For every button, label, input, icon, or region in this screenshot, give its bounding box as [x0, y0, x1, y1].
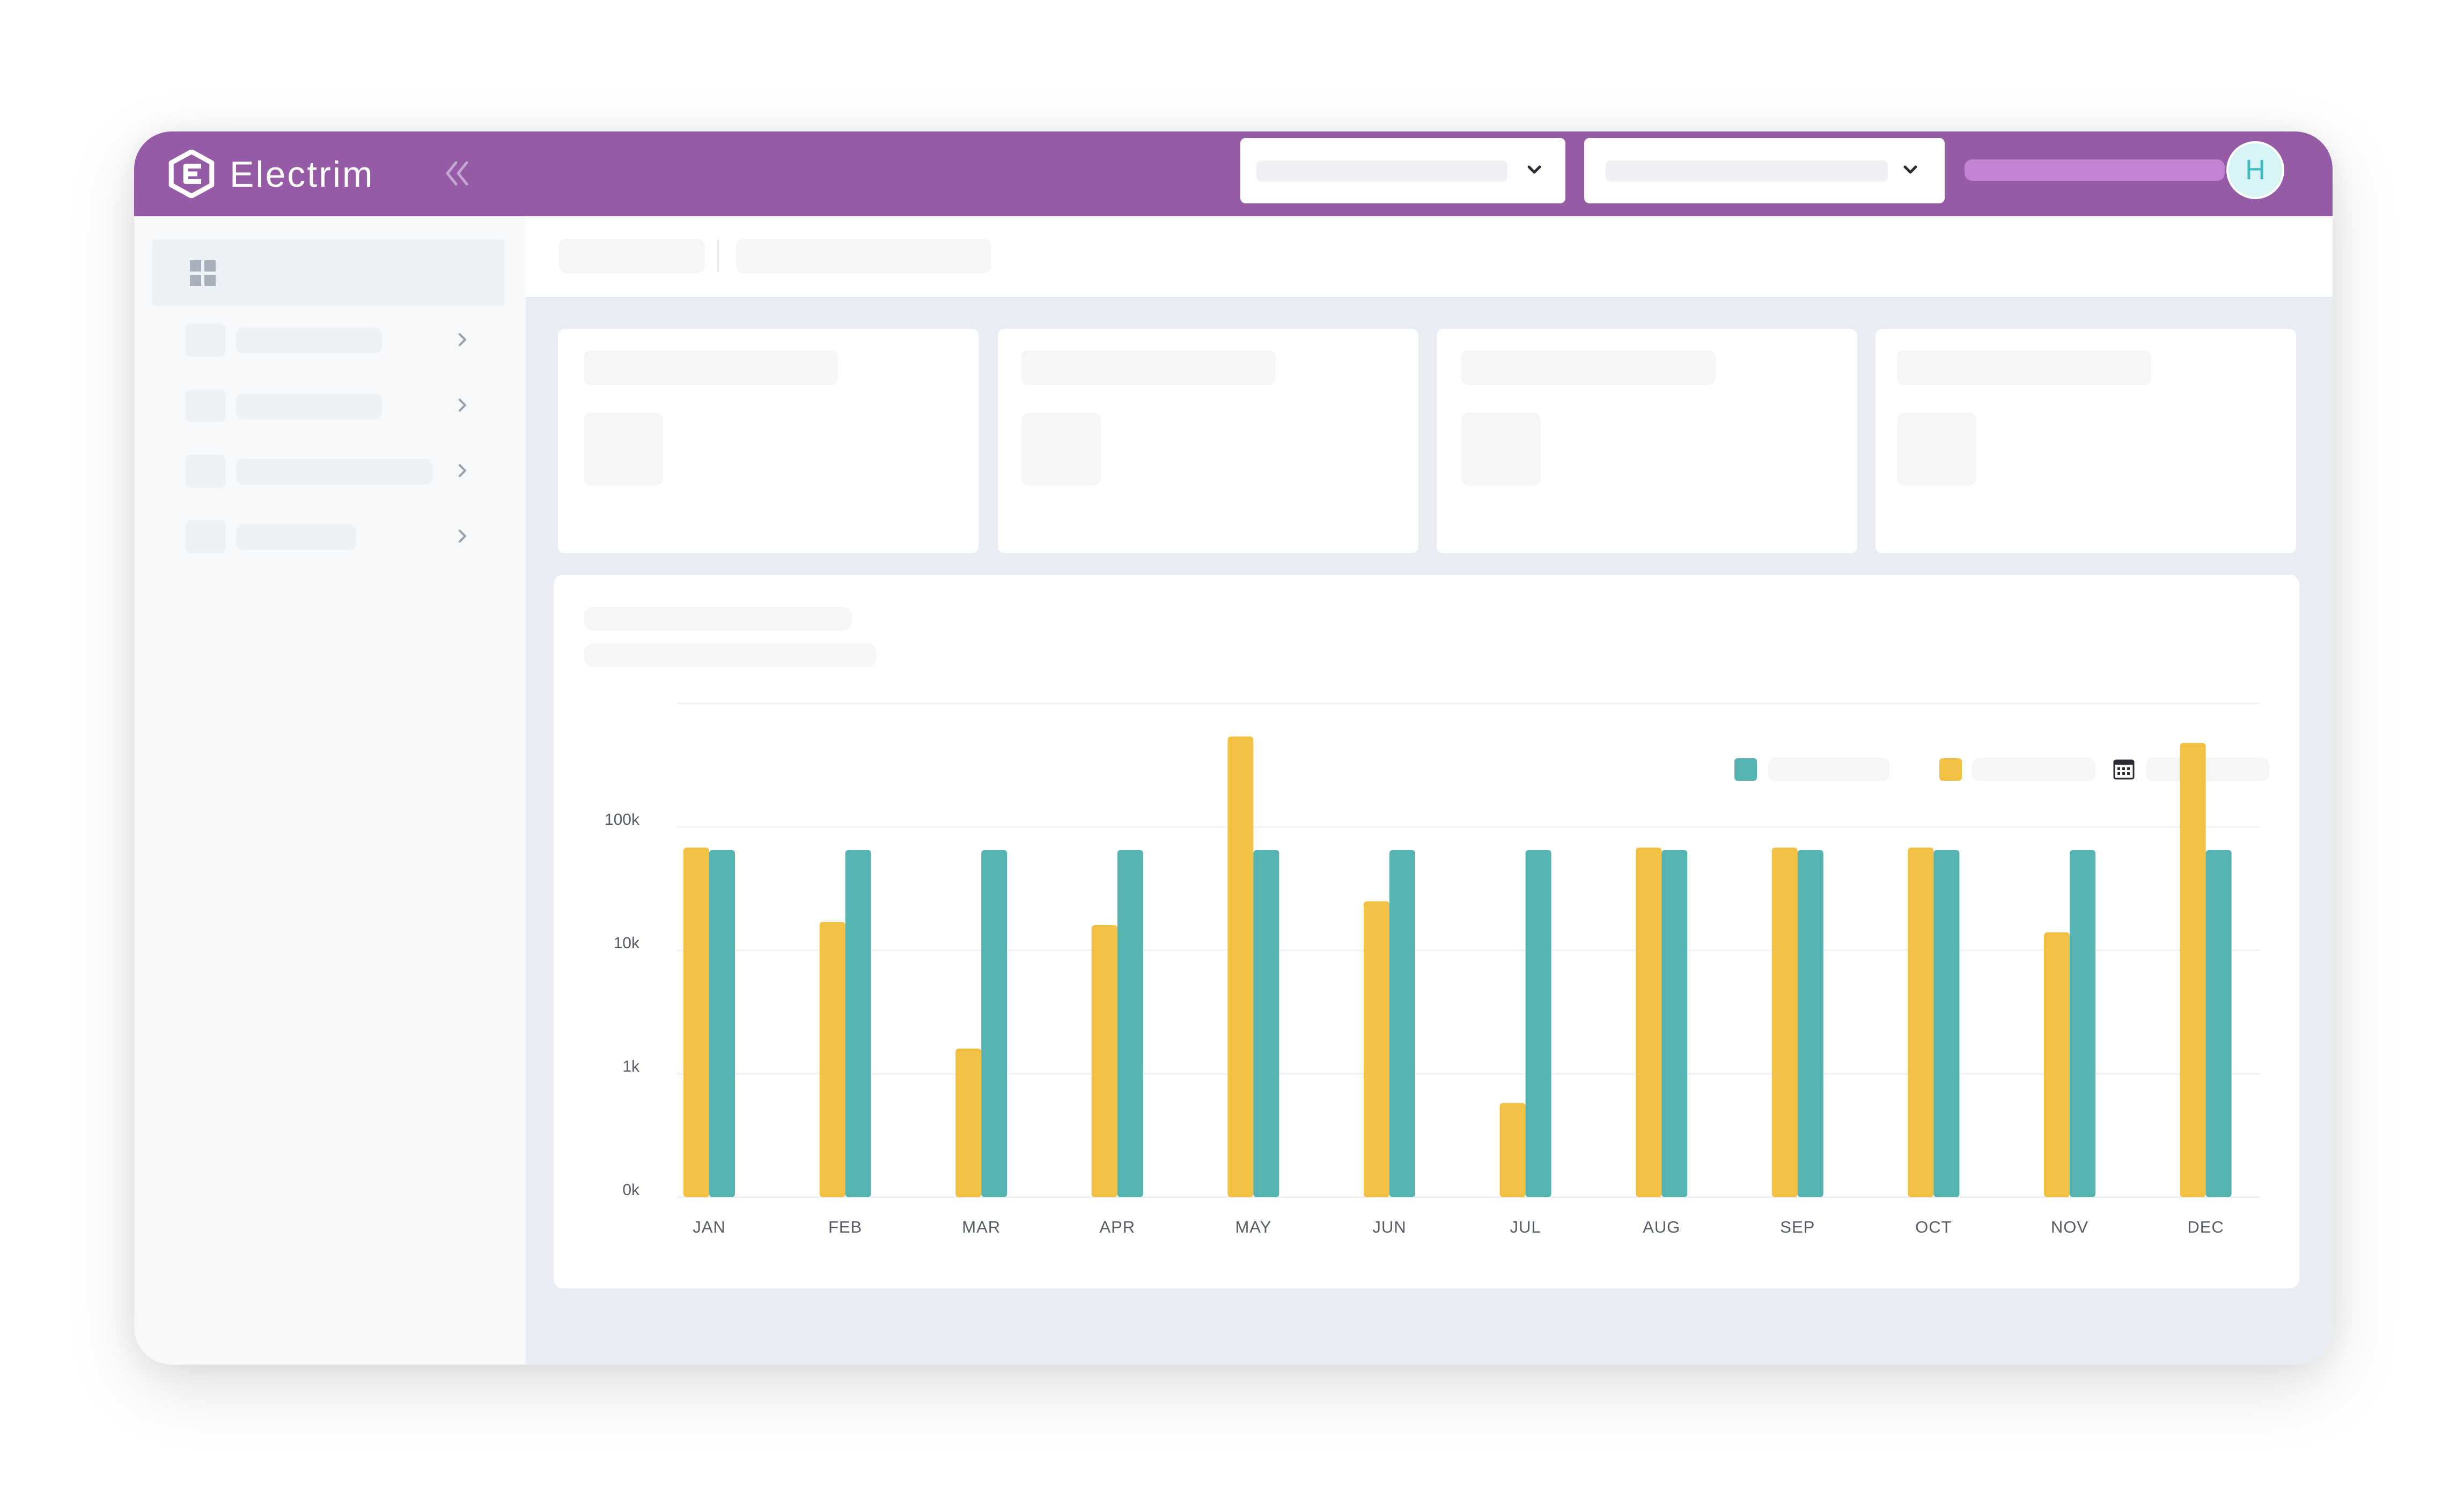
- sidebar-item-label: [236, 328, 382, 354]
- legend-swatch-yellow[interactable]: [1939, 758, 1962, 781]
- legend-label-placeholder: [1972, 758, 2095, 781]
- sidebar-item-icon: [186, 389, 225, 422]
- bar-chart: 0k 1k 10k 100k JAN FEB MAR APR MAY JUN JUL AUG SEP OC…: [605, 702, 2260, 1236]
- y-tick-label: 0k: [622, 1181, 640, 1199]
- legend-swatch-teal[interactable]: [1734, 758, 1757, 781]
- bar-series-yellow[interactable]: [2180, 743, 2206, 1197]
- dropdown-value-placeholder: [1606, 160, 1888, 182]
- chevron-down-icon: [1903, 165, 1917, 174]
- y-tick-label: 1k: [622, 1058, 640, 1075]
- stat-card-title: [1021, 350, 1276, 385]
- stat-card-value: [1021, 413, 1101, 486]
- bar-series-yellow[interactable]: [1771, 847, 1798, 1197]
- sidebar-item-icon: [186, 455, 225, 488]
- bar-series-teal[interactable]: [1389, 850, 1415, 1197]
- bar-series-teal[interactable]: [1253, 850, 1279, 1197]
- bar-series-teal[interactable]: [1797, 850, 1823, 1197]
- x-tick-label: NOV: [2051, 1218, 2088, 1236]
- legend-label-placeholder: [2146, 758, 2269, 781]
- x-tick-label: JUN: [1372, 1218, 1406, 1236]
- chevron-right-icon: [459, 464, 466, 477]
- x-tick-label: JUL: [1510, 1218, 1541, 1236]
- bar-series-yellow[interactable]: [1499, 1103, 1526, 1197]
- bar-series-teal[interactable]: [2205, 850, 2232, 1197]
- chart-subtitle-placeholder: [584, 643, 877, 667]
- x-tick-label: MAR: [962, 1218, 1001, 1236]
- sidebar-item-3[interactable]: [134, 452, 526, 490]
- y-tick-label: 100k: [605, 811, 640, 829]
- double-chevron-left-icon[interactable]: [441, 157, 473, 189]
- calendar-icon[interactable]: [2112, 757, 2136, 781]
- x-tick-label: MAY: [1235, 1218, 1271, 1236]
- bar-series-yellow[interactable]: [819, 921, 845, 1197]
- bar-series-yellow[interactable]: [1364, 901, 1389, 1197]
- bar-series-teal[interactable]: [1117, 850, 1143, 1197]
- chevron-right-icon: [459, 399, 466, 412]
- sidebar-item-1[interactable]: [134, 321, 526, 359]
- stat-card-title: [584, 350, 838, 385]
- bar-series-teal[interactable]: [1933, 850, 1960, 1197]
- sidebar-item-dashboard[interactable]: [152, 239, 504, 306]
- x-tick-label: AUG: [1643, 1218, 1680, 1236]
- chart-title-placeholder: [584, 607, 852, 631]
- app-brand-name[interactable]: Electrim: [230, 154, 374, 195]
- x-tick-label: SEP: [1780, 1218, 1815, 1236]
- sidebar-item-icon: [186, 324, 225, 357]
- dropdown-value-placeholder: [1256, 160, 1507, 182]
- user-name-placeholder[interactable]: [1965, 159, 2225, 181]
- dashboard-grid-icon: [190, 260, 216, 286]
- sidebar-item-label: [236, 393, 382, 419]
- breadcrumb-item[interactable]: [559, 239, 705, 273]
- filter-dropdown-2[interactable]: [1584, 138, 1945, 203]
- electrim-logo-icon[interactable]: [167, 150, 216, 198]
- bar-series-yellow[interactable]: [1091, 925, 1117, 1197]
- bar-series-teal[interactable]: [709, 850, 735, 1197]
- breadcrumb: [526, 216, 2333, 297]
- sidebar-item-label: [236, 459, 432, 485]
- x-tick-label: FEB: [828, 1218, 862, 1236]
- bar-series-teal[interactable]: [1661, 850, 1688, 1197]
- sidebar-item-2[interactable]: [134, 387, 526, 424]
- stat-card-title: [1461, 350, 1716, 385]
- x-tick-label: DEC: [2187, 1218, 2224, 1236]
- stat-card-2: [998, 329, 1418, 553]
- y-tick-label: 10k: [614, 934, 640, 952]
- stat-card-value: [584, 413, 663, 486]
- x-tick-label: JAN: [693, 1218, 726, 1236]
- stat-card-value: [1897, 413, 1976, 486]
- stat-card-title: [1897, 350, 2151, 385]
- avatar[interactable]: H: [2228, 143, 2282, 197]
- chevron-down-icon: [1527, 165, 1541, 174]
- chevron-right-icon: [459, 530, 466, 543]
- legend-label-placeholder: [1768, 758, 1889, 781]
- breadcrumb-item[interactable]: [736, 239, 991, 273]
- stat-card-3: [1437, 329, 1857, 553]
- bar-series-yellow[interactable]: [1908, 847, 1934, 1197]
- breadcrumb-divider: [717, 240, 719, 272]
- stat-card-value: [1461, 413, 1541, 486]
- bar-series-teal[interactable]: [845, 850, 871, 1197]
- x-tick-label: APR: [1099, 1218, 1135, 1236]
- chart-card: 0k 1k 10k 100k JAN FEB MAR APR MAY JUN JUL AUG SEP OC…: [554, 575, 2299, 1288]
- sidebar-item-icon: [186, 520, 225, 553]
- bar-series-yellow[interactable]: [683, 847, 709, 1197]
- bar-series-yellow[interactable]: [1636, 847, 1662, 1197]
- sidebar-item-label: [236, 524, 356, 550]
- chevron-right-icon: [459, 333, 466, 346]
- bar-series-teal[interactable]: [981, 850, 1007, 1197]
- bar-series-yellow[interactable]: [2044, 932, 2070, 1197]
- stat-card-1: [558, 329, 979, 553]
- sidebar: [134, 216, 526, 1365]
- app-window: Electrim H: [134, 131, 2333, 1365]
- x-tick-label: OCT: [1915, 1218, 1952, 1236]
- sidebar-item-4[interactable]: [134, 518, 526, 555]
- bar-series-yellow[interactable]: [955, 1049, 982, 1197]
- filter-dropdown-1[interactable]: [1240, 138, 1565, 203]
- bar-series-teal[interactable]: [2070, 850, 2095, 1197]
- bar-series-teal[interactable]: [1525, 850, 1551, 1197]
- bar-series-yellow[interactable]: [1227, 736, 1254, 1197]
- top-bar: Electrim H: [134, 131, 2333, 216]
- stat-card-4: [1875, 329, 2296, 553]
